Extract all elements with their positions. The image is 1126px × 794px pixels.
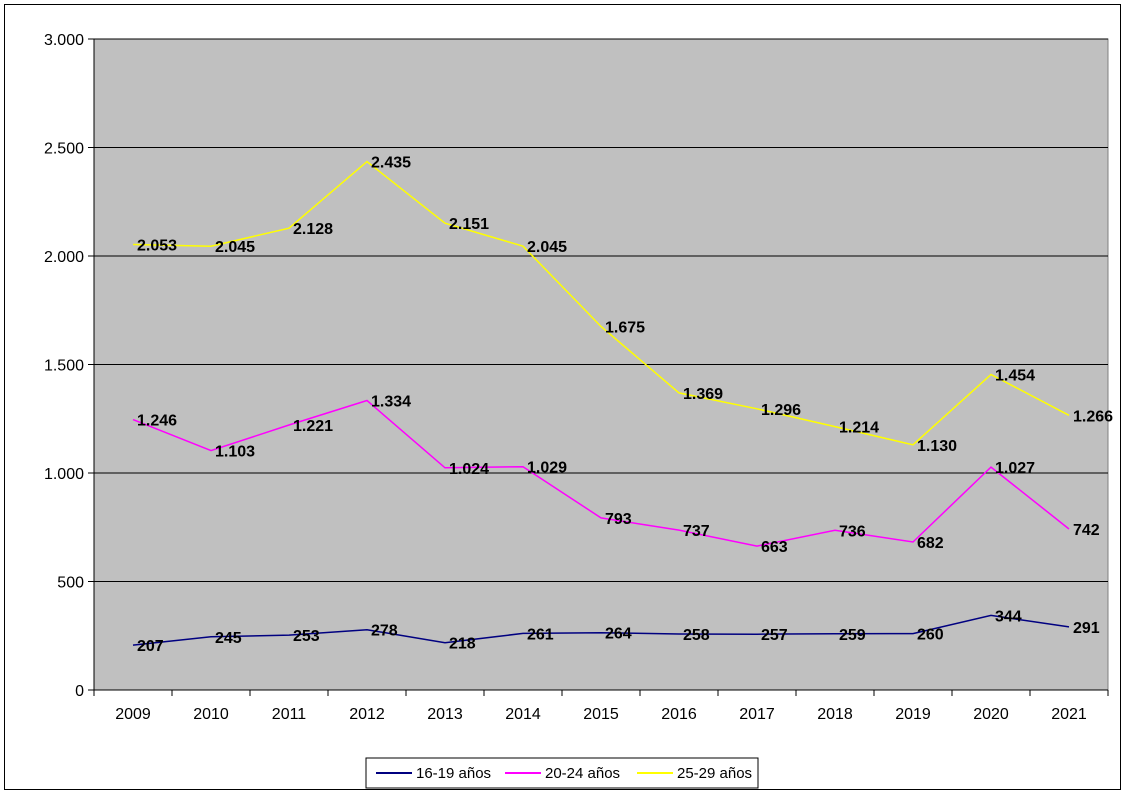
y-tick-label: 500 (57, 575, 84, 592)
data-label: 682 (917, 535, 944, 552)
data-label: 1.221 (293, 418, 333, 435)
data-label: 257 (761, 627, 788, 644)
legend-label: 25-29 años (677, 765, 752, 782)
series-line-1 (132, 614, 1070, 646)
data-label: 1.103 (215, 444, 255, 461)
x-tick-label: 2019 (895, 706, 931, 723)
legend-label: 16-19 años (416, 765, 491, 782)
data-label: 259 (839, 627, 866, 644)
y-tick-label: 1.500 (44, 358, 84, 375)
data-label: 1.296 (761, 402, 801, 419)
data-label: 2.053 (137, 237, 177, 254)
data-label: 261 (527, 626, 554, 643)
data-label: 663 (761, 539, 788, 556)
data-label: 2.435 (371, 155, 411, 172)
y-tick-label: 2.000 (44, 249, 84, 266)
data-label: 1.029 (527, 460, 567, 477)
data-label: 245 (215, 630, 242, 647)
data-label: 1.214 (839, 420, 879, 437)
y-tick-label: 1.000 (44, 466, 84, 483)
data-label: 2.128 (293, 221, 333, 238)
data-label: 1.454 (995, 367, 1035, 384)
data-label: 736 (839, 523, 866, 540)
data-label: 2.045 (215, 239, 255, 256)
legend-box (365, 757, 759, 789)
data-label: 1.027 (995, 460, 1035, 477)
data-label: 1.334 (371, 394, 411, 411)
data-label: 1.369 (683, 386, 723, 403)
data-label: 278 (371, 623, 398, 640)
y-tick-label: 2.500 (44, 141, 84, 158)
data-label: 291 (1073, 620, 1100, 637)
data-label: 793 (605, 511, 632, 528)
data-label: 258 (683, 627, 710, 644)
data-label: 1.130 (917, 438, 957, 455)
data-label: 218 (449, 636, 476, 653)
x-tick-label: 2009 (115, 706, 151, 723)
x-tick-label: 2020 (973, 706, 1009, 723)
data-label: 1.246 (137, 413, 177, 430)
x-tick-label: 2018 (817, 706, 853, 723)
data-label: 260 (917, 627, 944, 644)
data-label: 253 (293, 628, 320, 645)
x-tick-label: 2012 (349, 706, 385, 723)
data-label: 742 (1073, 522, 1100, 539)
series-line-3 (132, 160, 1070, 446)
data-label: 1.675 (605, 320, 645, 337)
x-tick-label: 2021 (1051, 706, 1087, 723)
data-label: 2.045 (527, 239, 567, 256)
data-label: 344 (995, 608, 1022, 625)
legend-label: 20-24 años (545, 765, 620, 782)
x-tick-label: 2013 (427, 706, 463, 723)
x-tick-label: 2011 (272, 706, 307, 723)
y-tick-label: 0 (75, 683, 84, 700)
data-label: 737 (683, 523, 710, 540)
data-label: 1.024 (449, 461, 489, 478)
x-tick-label: 2015 (583, 706, 619, 723)
data-label: 207 (137, 638, 164, 655)
y-tick-label: 3.000 (44, 32, 84, 49)
x-tick-label: 2016 (661, 706, 697, 723)
series-line-2 (132, 399, 1070, 547)
data-label: 1.266 (1073, 408, 1113, 425)
x-tick-label: 2010 (193, 706, 229, 723)
data-label: 2.151 (449, 216, 489, 233)
x-tick-label: 2014 (505, 706, 541, 723)
data-label: 264 (605, 626, 632, 643)
x-tick-label: 2017 (739, 706, 775, 723)
